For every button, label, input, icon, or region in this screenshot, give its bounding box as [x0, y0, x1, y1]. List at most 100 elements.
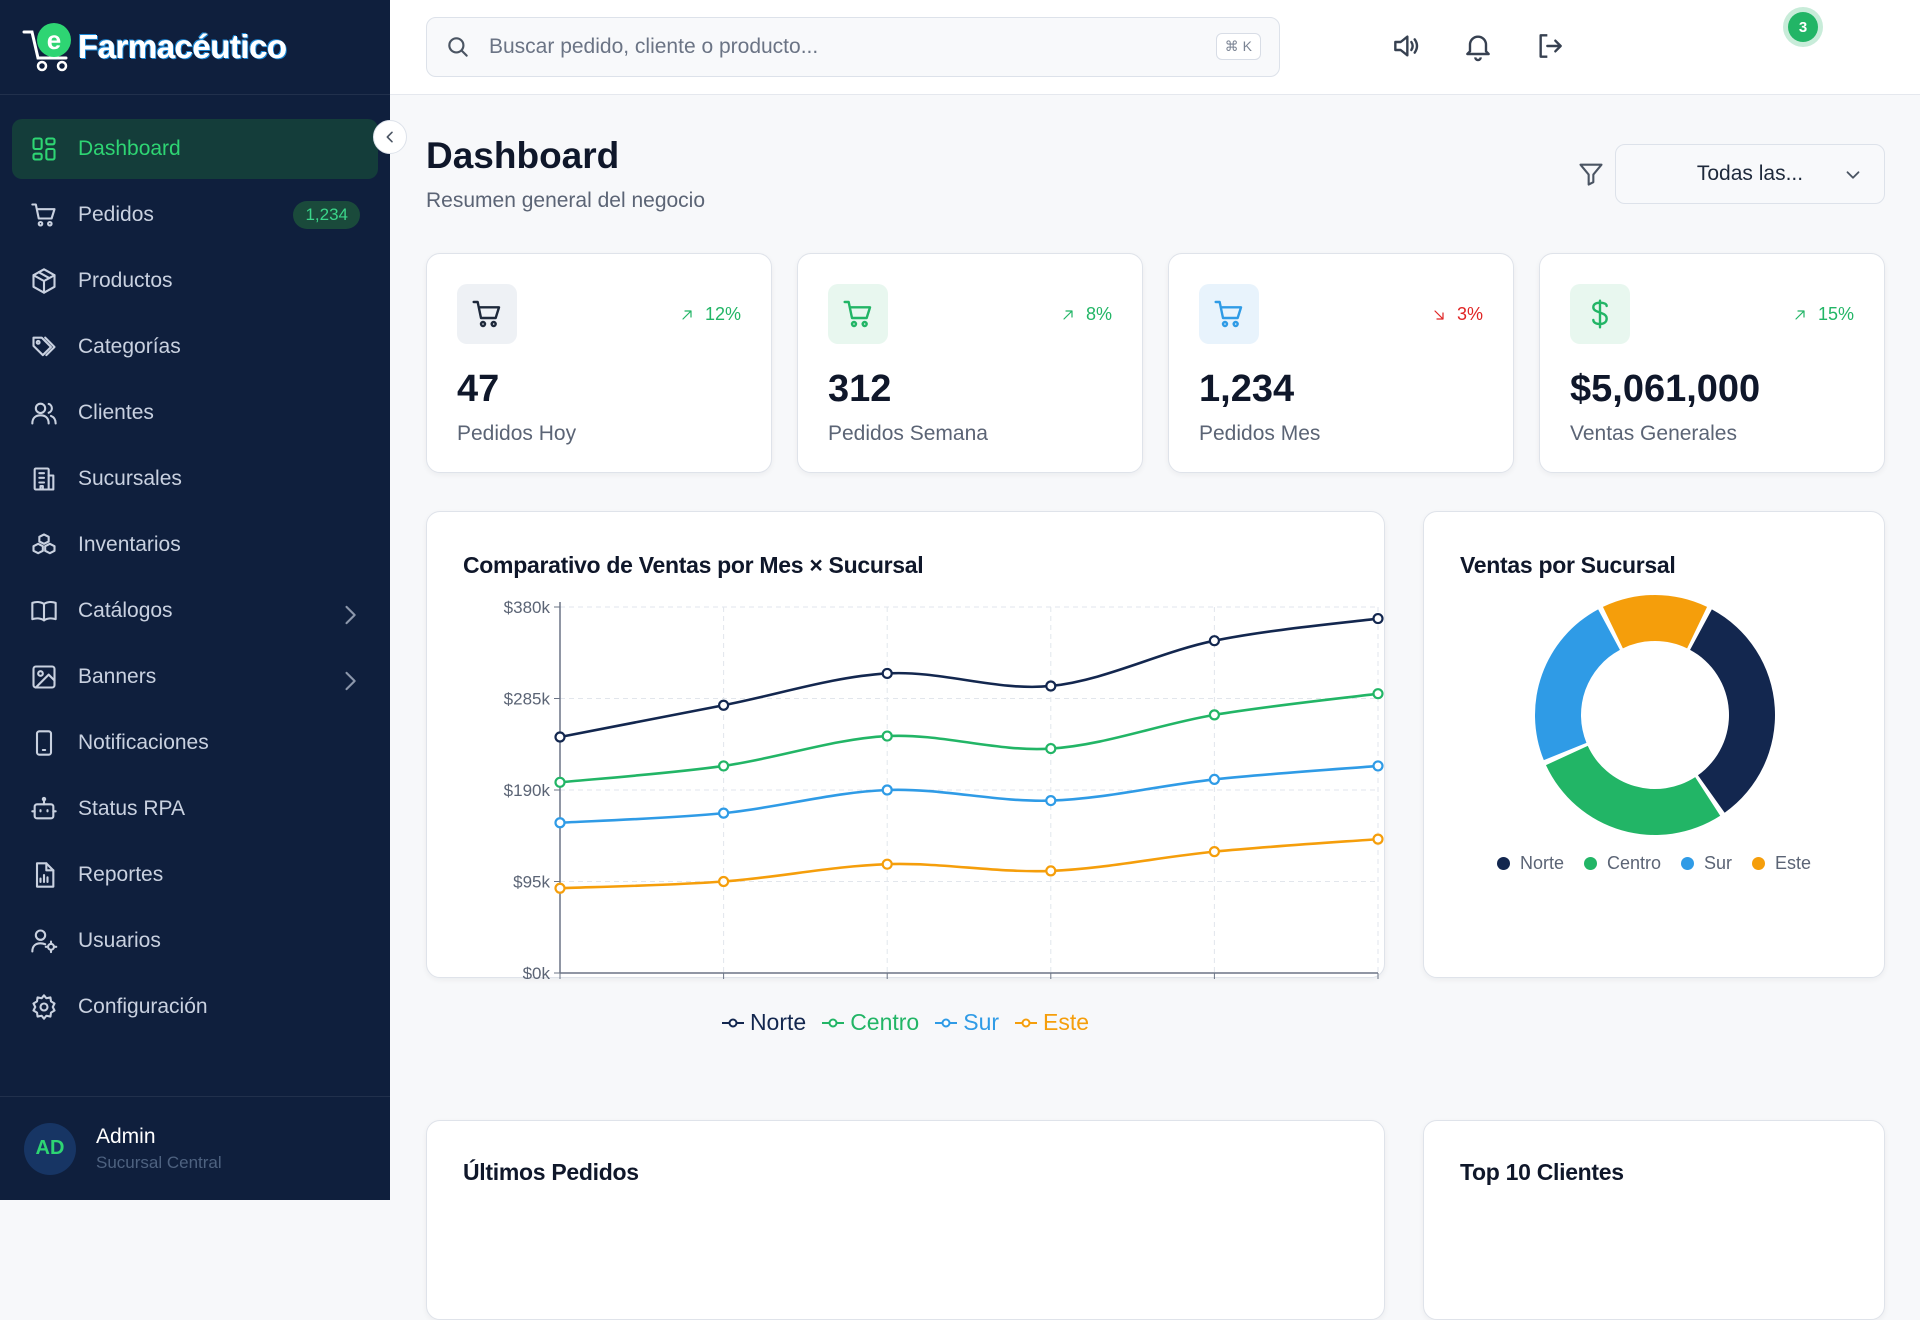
legend-dot: [1681, 857, 1694, 870]
stat-card[interactable]: 12% 47 Pedidos Hoy: [426, 253, 772, 473]
stat-card[interactable]: 8% 312 Pedidos Semana: [797, 253, 1143, 473]
sidebar-item-label: Dashboard: [78, 137, 181, 160]
sidebar-item-banners[interactable]: Banners: [12, 647, 378, 707]
donut-slice-este[interactable]: [1602, 595, 1708, 649]
data-point-este: [1208, 846, 1221, 858]
data-point-centro: [1208, 709, 1221, 721]
stat-value: 47: [457, 368, 500, 410]
sidebar-item-pedidos[interactable]: Pedidos 1,234: [12, 185, 378, 245]
legend-label: Norte: [749, 1009, 807, 1035]
legend-dot: [1496, 857, 1510, 870]
donut-slice-norte[interactable]: [1690, 609, 1775, 813]
sidebar-item-label: Pedidos: [78, 203, 154, 226]
sidebar-item-sucursales[interactable]: Sucursales: [12, 449, 378, 509]
donut-slice-sur[interactable]: [1535, 609, 1620, 761]
sidebar-item-productos[interactable]: Productos: [12, 251, 378, 311]
trend-value: 3%: [1456, 304, 1483, 324]
sidebar-item-reportes[interactable]: Reportes: [12, 845, 378, 905]
sidebar-item-configuracion[interactable]: Configuración: [12, 977, 378, 1037]
brand-logo[interactable]: e Farmacéutico: [0, 0, 390, 95]
cart-icon: [457, 284, 517, 344]
cart-icon: [1199, 284, 1259, 344]
stat-card[interactable]: 3% 1,234 Pedidos Mes: [1168, 253, 1514, 473]
speaker-icon[interactable]: [1390, 30, 1422, 62]
sidebar-item-label: Clientes: [78, 401, 154, 424]
data-point-este: [718, 875, 730, 888]
legend-label: Este: [1043, 1009, 1090, 1035]
sidebar-item-badge: 1,234: [293, 201, 360, 229]
legend-label: Centro: [850, 1009, 920, 1035]
sidebar-item-categorias[interactable]: Categorías: [12, 317, 378, 377]
logout-icon[interactable]: [1534, 30, 1566, 62]
sidebar-item-status-rpa[interactable]: Status RPA: [12, 779, 378, 839]
legend-item-sur[interactable]: Sur: [935, 1009, 999, 1036]
page-title: Dashboard: [426, 135, 620, 176]
y-tick-label: $380k: [504, 598, 551, 617]
series-line-norte: [559, 617, 1379, 739]
chevron-down-icon: [1846, 171, 1860, 179]
sidebar-item-clientes[interactable]: Clientes: [12, 383, 378, 443]
sidebar-item-dashboard[interactable]: Dashboard: [12, 119, 378, 179]
data-point-norte: [1372, 612, 1384, 625]
trend-value: 15%: [1817, 304, 1854, 324]
data-point-centro: [1372, 688, 1384, 700]
trend-indicator: 12%: [679, 304, 741, 325]
search-icon: [448, 37, 468, 57]
topbar: Buscar pedido, cliente o producto... ⌘ K…: [390, 0, 1920, 95]
sidebar-item-label: Reportes: [78, 863, 164, 886]
data-point-este: [1372, 833, 1384, 845]
latest-orders-card: Últimos Pedidos: [426, 1120, 1385, 1320]
branch-filter-value: Todas las...: [1696, 162, 1804, 185]
user-profile[interactable]: AD Admin Sucursal Central: [0, 1096, 390, 1200]
branch-filter-select[interactable]: Todas las...: [1615, 144, 1885, 204]
legend-label: Sur: [1704, 853, 1733, 873]
series-line-centro: [559, 692, 1379, 784]
legend-marker: [1015, 1018, 1038, 1027]
legend-dot: [1752, 857, 1766, 870]
legend-item-centro[interactable]: Centro: [822, 1009, 919, 1036]
boxes-icon: [30, 531, 78, 559]
collapse-sidebar-button[interactable]: [373, 120, 407, 154]
sidebar-item-label: Configuración: [78, 995, 208, 1018]
legend-item-este[interactable]: Este: [1015, 1009, 1089, 1036]
bot-icon: [30, 795, 78, 823]
sidebar-item-label: Sucursales: [78, 467, 182, 490]
line-chart: $0k$95k$190k$285k$380kEneFebMarAbrMayJun: [504, 598, 1384, 979]
data-point-centro: [1045, 742, 1057, 755]
chevron-right-icon: [336, 667, 356, 691]
sidebar-item-label: Catálogos: [78, 599, 173, 622]
sidebar-item-inventarios[interactable]: Inventarios: [12, 515, 378, 575]
arrow-down-right-icon: [1431, 307, 1457, 323]
sidebar-item-label: Notificaciones: [78, 731, 209, 754]
stat-card[interactable]: 15% $5,061,000 Ventas Generales: [1539, 253, 1885, 473]
data-point-este: [881, 858, 893, 870]
data-point-este: [554, 882, 566, 894]
data-point-norte: [1045, 680, 1057, 692]
data-point-centro: [718, 760, 730, 772]
data-point-sur: [1372, 760, 1384, 772]
phone-icon: [30, 729, 78, 757]
building-icon: [30, 465, 78, 493]
sales-comparison-card: Comparativo de Ventas por Mes × Sucursal…: [426, 511, 1385, 1035]
legend-item-norte[interactable]: Norte: [721, 1009, 807, 1036]
donut-legend-item-centro[interactable]: Centro: [1583, 853, 1661, 874]
stat-value: 1,234: [1199, 368, 1295, 410]
legend-label: Este: [1775, 853, 1812, 873]
donut-slice-centro[interactable]: [1545, 745, 1721, 835]
sidebar-item-usuarios[interactable]: Usuarios: [12, 911, 378, 971]
box-icon: [30, 267, 78, 295]
bell-icon[interactable]: [1462, 30, 1494, 62]
sidebar-item-notificaciones[interactable]: Notificaciones: [12, 713, 378, 773]
top-clients-card: Top 10 Clientes: [1423, 1120, 1885, 1320]
search-input[interactable]: Buscar pedido, cliente o producto... ⌘ K: [426, 17, 1280, 77]
sidebar-item-catalogos[interactable]: Catálogos: [12, 581, 378, 641]
data-point-sur: [881, 784, 893, 796]
donut-legend-item-sur[interactable]: Sur: [1681, 853, 1732, 874]
stat-value: $5,061,000: [1570, 368, 1761, 410]
donut-legend: Norte Centro Sur Este: [1424, 853, 1884, 874]
donut-legend-item-norte[interactable]: Norte: [1496, 853, 1564, 874]
donut-legend-item-este[interactable]: Este: [1752, 853, 1811, 874]
series-line-este: [559, 837, 1379, 890]
filter-icon[interactable]: [1577, 160, 1605, 188]
sidebar-nav: Dashboard Pedidos 1,234 Productos Categorías…: [0, 95, 390, 1037]
